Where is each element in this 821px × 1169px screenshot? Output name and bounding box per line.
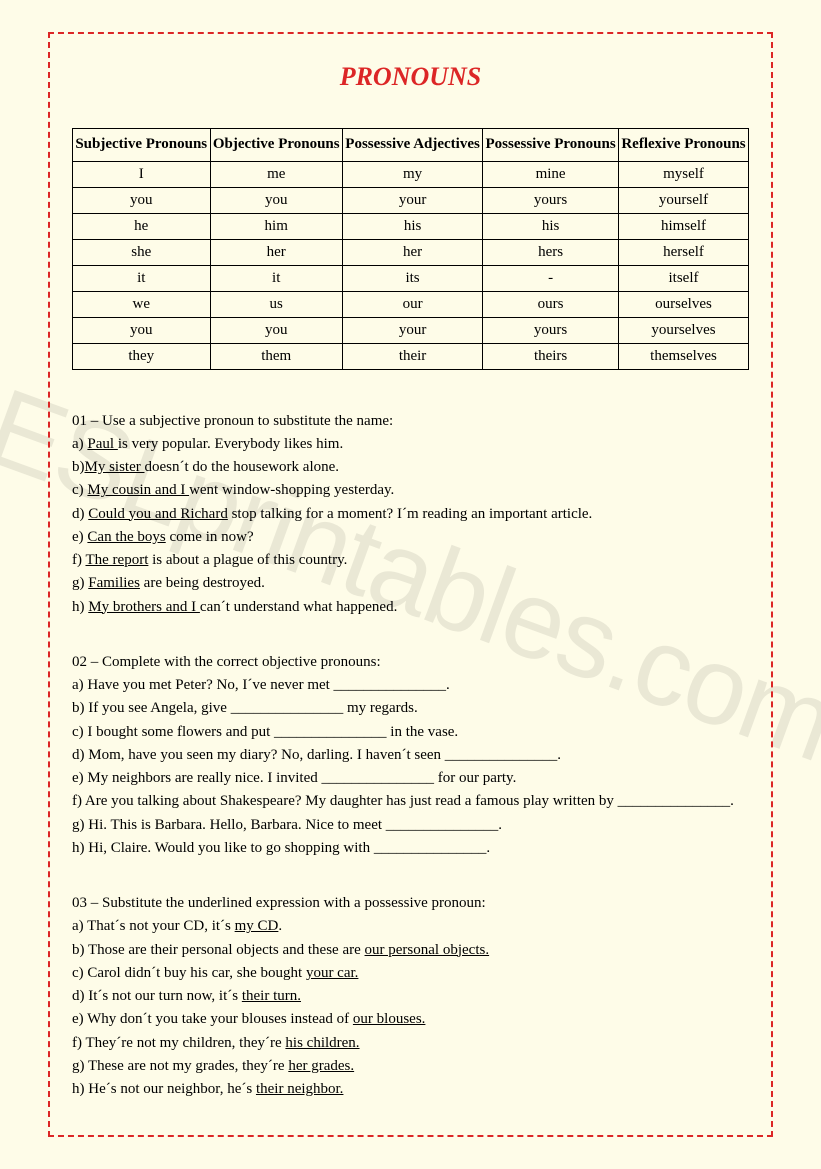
table-cell: myself	[619, 161, 749, 187]
table-cell: your	[342, 317, 482, 343]
table-cell: his	[342, 213, 482, 239]
table-cell: yours	[483, 187, 619, 213]
table-cell: I	[73, 161, 211, 187]
table-cell: yours	[483, 317, 619, 343]
exercise-3: 03 – Substitute the underlined expressio…	[72, 892, 749, 1101]
table-cell: you	[73, 187, 211, 213]
table-cell: -	[483, 265, 619, 291]
worksheet-frame: PRONOUNS Subjective Pronouns Objective P…	[48, 32, 773, 1137]
table-row: sheherherhersherself	[73, 239, 749, 265]
ex2-item: c) I bought some flowers and put _______…	[72, 721, 749, 744]
ex2-item: g) Hi. This is Barbara. Hello, Barbara. …	[72, 814, 749, 837]
ex1-item: f) The report is about a plague of this …	[72, 549, 749, 572]
exercise-2: 02 – Complete with the correct objective…	[72, 651, 749, 860]
ex2-item: h) Hi, Claire. Would you like to go shop…	[72, 837, 749, 860]
ex1-item: c) My cousin and I went window-shopping …	[72, 479, 749, 502]
table-cell: you	[210, 317, 342, 343]
ex1-item: e) Can the boys come in now?	[72, 526, 749, 549]
exercise-1-title: 01 – Use a subjective pronoun to substit…	[72, 410, 749, 433]
col-header: Subjective Pronouns	[73, 129, 211, 162]
exercise-2-title: 02 – Complete with the correct objective…	[72, 651, 749, 674]
table-header-row: Subjective Pronouns Objective Pronouns P…	[73, 129, 749, 162]
pronouns-table: Subjective Pronouns Objective Pronouns P…	[72, 128, 749, 370]
ex2-item: e) My neighbors are really nice. I invit…	[72, 767, 749, 790]
table-cell: ours	[483, 291, 619, 317]
table-cell: her	[342, 239, 482, 265]
table-cell: her	[210, 239, 342, 265]
table-cell: themselves	[619, 343, 749, 369]
table-row: theythemtheirtheirsthemselves	[73, 343, 749, 369]
ex2-item: b) If you see Angela, give _____________…	[72, 697, 749, 720]
table-cell: my	[342, 161, 482, 187]
table-cell: ourselves	[619, 291, 749, 317]
table-cell: his	[483, 213, 619, 239]
table-cell: me	[210, 161, 342, 187]
table-cell: their	[342, 343, 482, 369]
ex2-item: f) Are you talking about Shakespeare? My…	[72, 790, 749, 813]
ex3-item: a) That´s not your CD, it´s my CD.	[72, 915, 749, 938]
table-cell: it	[73, 265, 211, 291]
table-cell: he	[73, 213, 211, 239]
table-cell: them	[210, 343, 342, 369]
table-cell: us	[210, 291, 342, 317]
ex2-item: a) Have you met Peter? No, I´ve never me…	[72, 674, 749, 697]
table-cell: they	[73, 343, 211, 369]
exercise-1: 01 – Use a subjective pronoun to substit…	[72, 410, 749, 619]
ex3-item: d) It´s not our turn now, it´s their tur…	[72, 985, 749, 1008]
ex3-item: b) Those are their personal objects and …	[72, 939, 749, 962]
col-header: Possessive Pronouns	[483, 129, 619, 162]
table-row: ititits-itself	[73, 265, 749, 291]
table-cell: we	[73, 291, 211, 317]
ex3-item: f) They´re not my children, they´re his …	[72, 1032, 749, 1055]
ex1-item: a) Paul is very popular. Everybody likes…	[72, 433, 749, 456]
table-row: weusouroursourselves	[73, 291, 749, 317]
table-cell: you	[73, 317, 211, 343]
ex1-item: d) Could you and Richard stop talking fo…	[72, 503, 749, 526]
table-cell: theirs	[483, 343, 619, 369]
table-row: Imemyminemyself	[73, 161, 749, 187]
table-cell: himself	[619, 213, 749, 239]
ex2-item: d) Mom, have you seen my diary? No, darl…	[72, 744, 749, 767]
table-cell: itself	[619, 265, 749, 291]
page-title: PRONOUNS	[72, 62, 749, 92]
table-row: youyouyouryoursyourself	[73, 187, 749, 213]
table-cell: she	[73, 239, 211, 265]
table-cell: hers	[483, 239, 619, 265]
table-cell: it	[210, 265, 342, 291]
table-cell: yourself	[619, 187, 749, 213]
table-cell: your	[342, 187, 482, 213]
table-cell: him	[210, 213, 342, 239]
table-cell: our	[342, 291, 482, 317]
table-cell: you	[210, 187, 342, 213]
table-row: youyouyouryoursyourselves	[73, 317, 749, 343]
ex1-item: g) Families are being destroyed.	[72, 572, 749, 595]
ex1-item: h) My brothers and I can´t understand wh…	[72, 596, 749, 619]
table-cell: herself	[619, 239, 749, 265]
table-cell: its	[342, 265, 482, 291]
col-header: Possessive Adjectives	[342, 129, 482, 162]
exercise-3-title: 03 – Substitute the underlined expressio…	[72, 892, 749, 915]
table-cell: yourselves	[619, 317, 749, 343]
ex3-item: e) Why don´t you take your blouses inste…	[72, 1008, 749, 1031]
table-row: hehimhishishimself	[73, 213, 749, 239]
ex3-item: c) Carol didn´t buy his car, she bought …	[72, 962, 749, 985]
table-cell: mine	[483, 161, 619, 187]
ex3-item: g) These are not my grades, they´re her …	[72, 1055, 749, 1078]
col-header: Reflexive Pronouns	[619, 129, 749, 162]
ex1-item: b)My sister doesn´t do the housework alo…	[72, 456, 749, 479]
col-header: Objective Pronouns	[210, 129, 342, 162]
ex3-item: h) He´s not our neighbor, he´s their nei…	[72, 1078, 749, 1101]
